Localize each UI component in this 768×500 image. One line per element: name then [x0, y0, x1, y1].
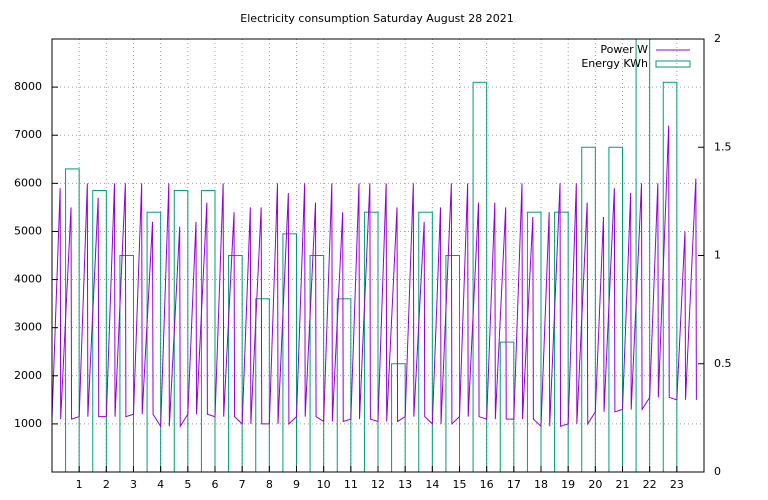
- energy-bar: [228, 255, 243, 472]
- x-tick-label: 21: [616, 478, 630, 491]
- power-line: [52, 125, 697, 429]
- x-tick-label: 3: [130, 478, 137, 491]
- x-tick-label: 9: [293, 478, 300, 491]
- x-tick-label: 12: [371, 478, 385, 491]
- chart-title: Electricity consumption Saturday August …: [240, 12, 513, 25]
- x-tick-label: 14: [425, 478, 439, 491]
- y-tick-label: 1000: [14, 417, 42, 430]
- y-tick-label: 4000: [14, 273, 42, 286]
- x-tick-label: 22: [643, 478, 657, 491]
- x-tick-label: 16: [480, 478, 494, 491]
- x-tick-label: 4: [157, 478, 164, 491]
- y-tick-label: 5000: [14, 224, 42, 237]
- energy-bar: [391, 363, 406, 472]
- x-tick-label: 2: [103, 478, 110, 491]
- energy-bar: [635, 39, 651, 472]
- x-tick-label: 20: [588, 478, 602, 491]
- y2-tick-label: 2: [714, 32, 721, 45]
- x-tick-label: 8: [266, 478, 273, 491]
- y-tick-label: 2000: [14, 369, 42, 382]
- energy-bar: [282, 233, 297, 472]
- legend-swatch: [655, 60, 691, 68]
- energy-bar: [200, 190, 216, 472]
- x-tick-label: 11: [344, 478, 358, 491]
- y-tick-label: 3000: [14, 321, 42, 334]
- energy-bar: [445, 255, 460, 472]
- x-tick-label: 5: [184, 478, 191, 491]
- x-tick-label: 15: [453, 478, 467, 491]
- x-tick-label: 1: [76, 478, 83, 491]
- y2-tick-label: 0.5: [714, 357, 732, 370]
- energy-bar: [92, 190, 107, 472]
- x-tick-label: 19: [561, 478, 575, 491]
- legend-label: Power W: [600, 43, 648, 56]
- y2-tick-label: 1.5: [714, 140, 732, 153]
- x-tick-label: 10: [317, 478, 331, 491]
- x-tick-label: 13: [398, 478, 412, 491]
- legend-label: Energy KWh: [581, 57, 648, 70]
- x-tick-label: 17: [507, 478, 521, 491]
- y-tick-label: 7000: [14, 128, 42, 141]
- x-tick-label: 18: [534, 478, 548, 491]
- energy-bar: [309, 255, 325, 472]
- x-tick-label: 6: [212, 478, 219, 491]
- x-tick-label: 23: [670, 478, 684, 491]
- y2-tick-label: 1: [714, 249, 721, 262]
- y-tick-label: 6000: [14, 176, 42, 189]
- energy-bar: [472, 81, 488, 472]
- energy-bar: [119, 255, 134, 472]
- x-tick-label: 7: [239, 478, 246, 491]
- y2-tick-label: 0: [714, 465, 721, 478]
- y-tick-label: 8000: [14, 80, 42, 93]
